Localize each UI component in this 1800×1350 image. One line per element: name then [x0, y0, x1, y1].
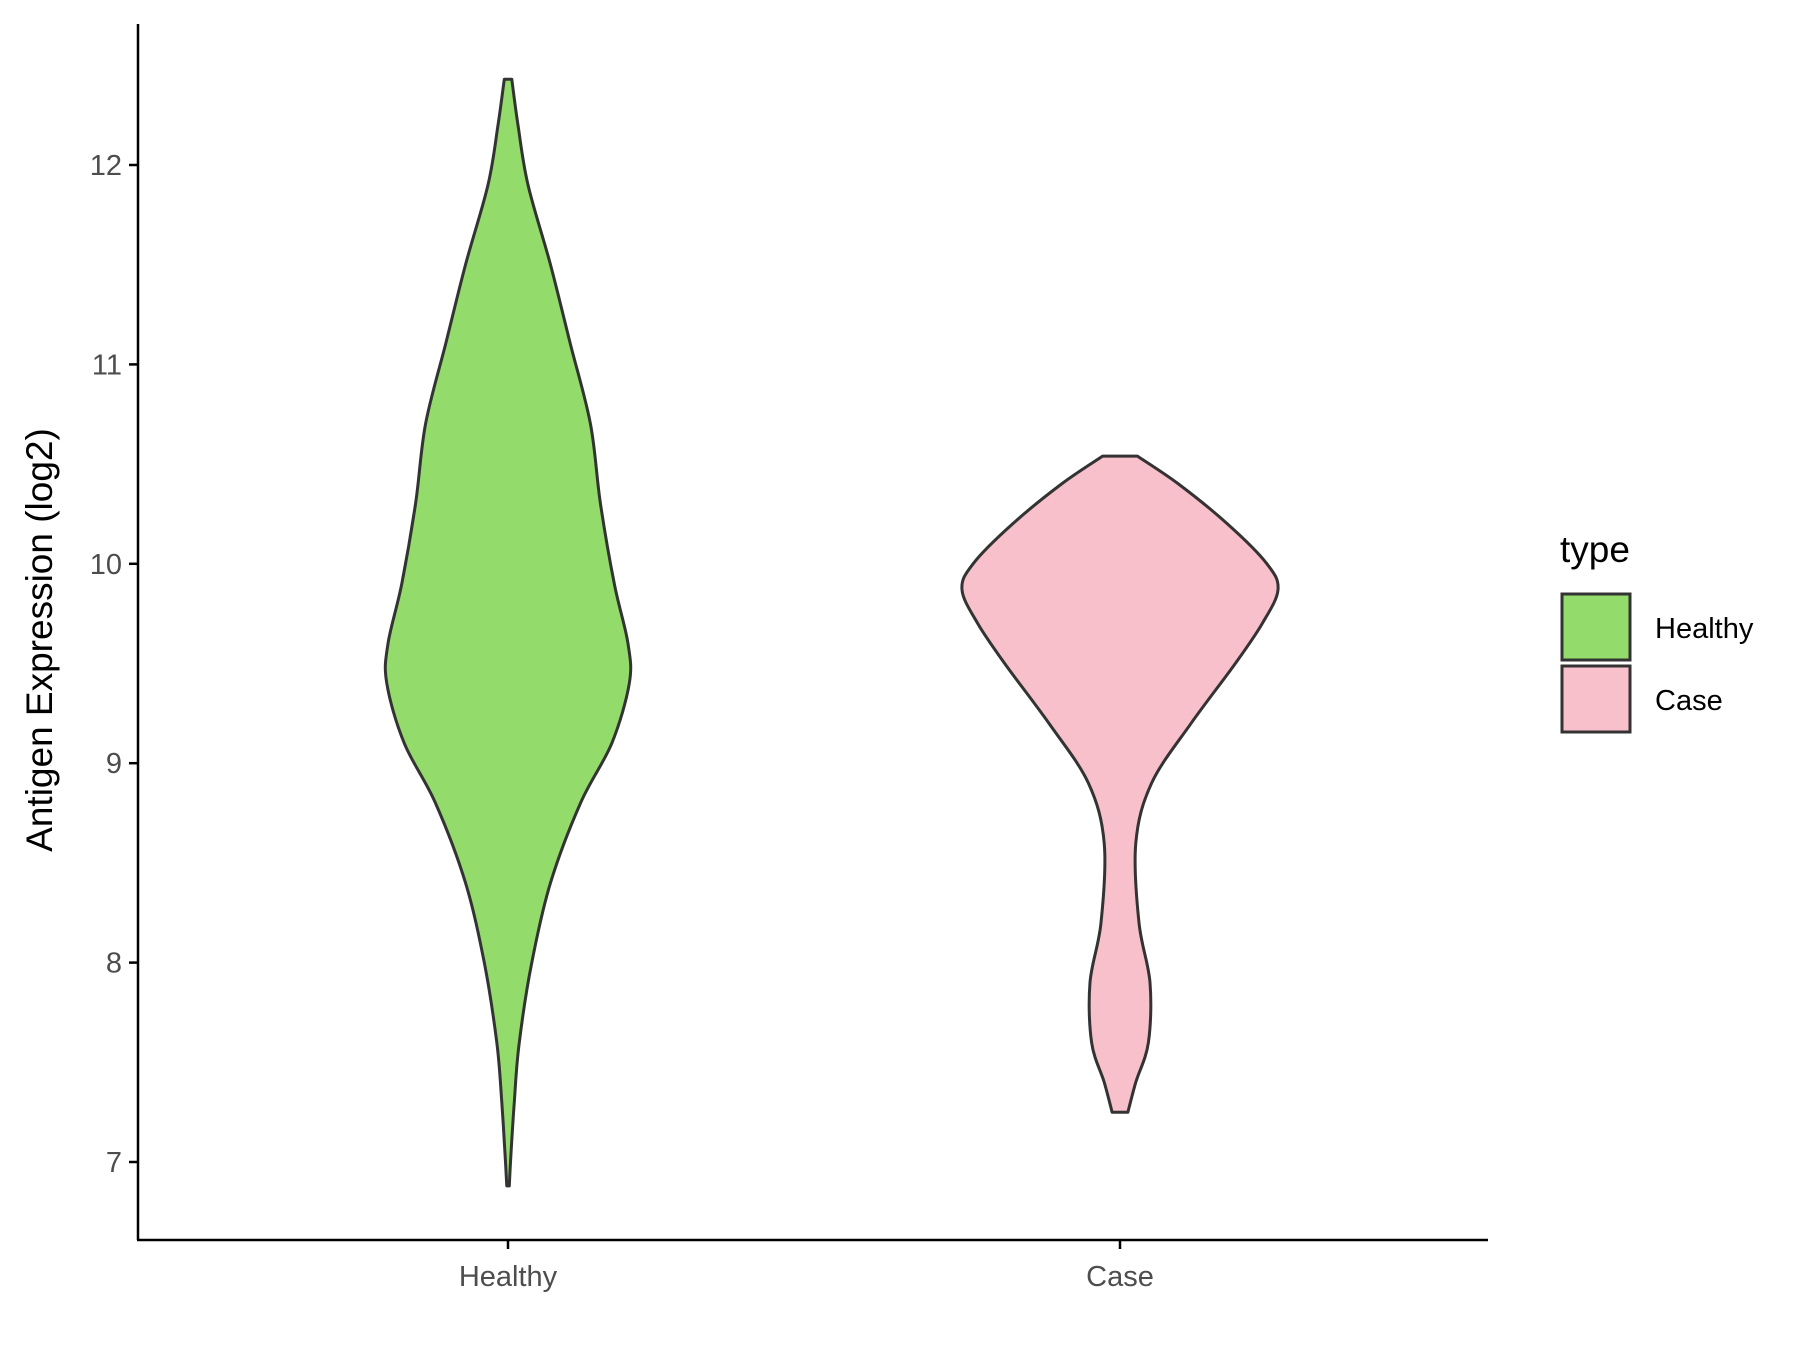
violin-case: [960, 454, 1280, 1114]
y-tick-label: 10: [90, 549, 122, 581]
y-tick-label: 7: [106, 1147, 122, 1179]
y-tick-label: 12: [90, 150, 122, 182]
legend-swatch: [1560, 664, 1632, 734]
legend-label: Case: [1655, 685, 1723, 717]
y-tick-label: 8: [106, 948, 122, 980]
x-tick-label: Healthy: [459, 1261, 558, 1293]
y-axis-title: Antigen Expression (log2): [19, 428, 60, 852]
violin-layer: [383, 77, 1280, 1188]
legend-swatch: [1560, 592, 1632, 662]
y-tick-label: 9: [106, 748, 122, 780]
legend-title: type: [1560, 529, 1630, 570]
y-tick-label: 11: [92, 349, 122, 381]
legend-entries: Healthy Case: [1560, 592, 1754, 734]
axes: [136, 24, 1488, 1242]
x-tick-label: Case: [1086, 1261, 1154, 1293]
violin-healthy: [383, 77, 633, 1188]
legend-label: Healthy: [1655, 613, 1754, 645]
x-ticks: Healthy Case: [459, 1240, 1154, 1293]
y-ticks: 7 8 9 10 11 12: [90, 150, 138, 1179]
legend: type Healthy Case: [1560, 529, 1754, 734]
